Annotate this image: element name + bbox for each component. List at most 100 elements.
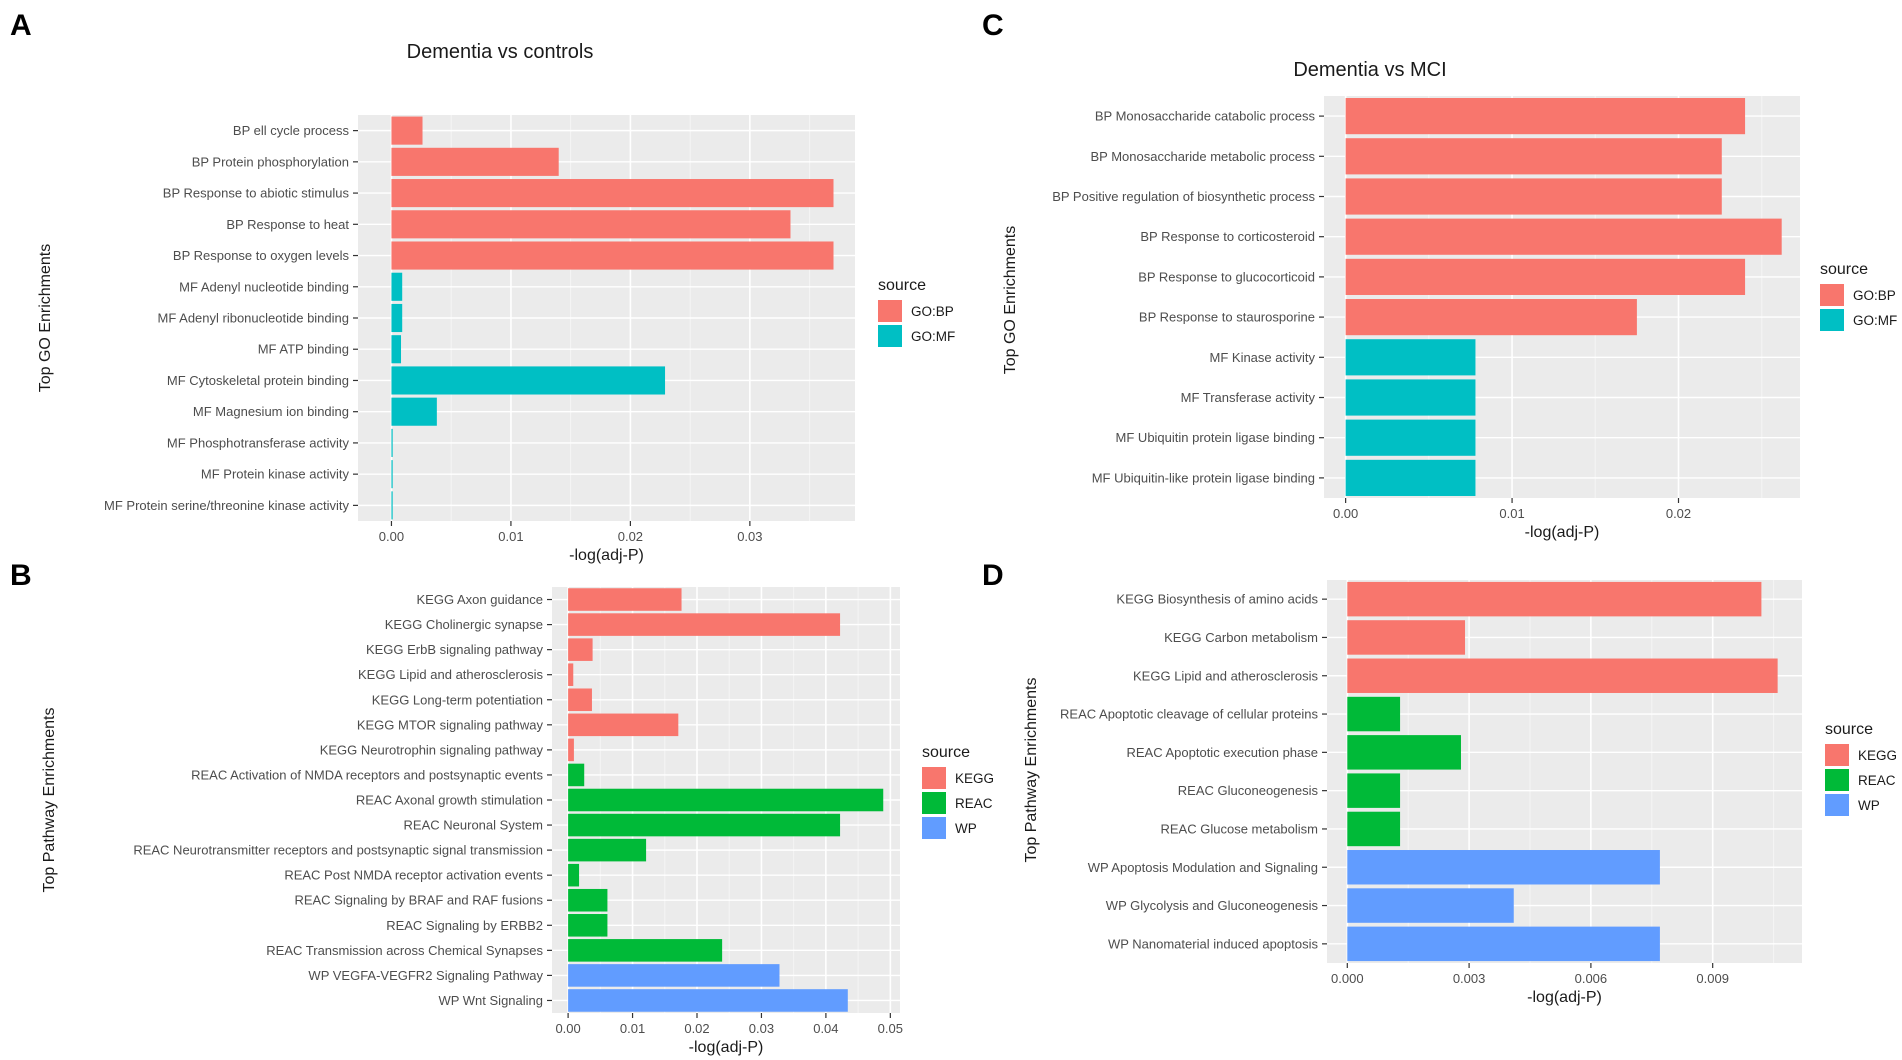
- x-tick-label: 0.00: [1333, 506, 1358, 521]
- legend-label: KEGG: [1858, 748, 1897, 763]
- y-tick-label: BP Response to staurosporine: [1139, 310, 1315, 325]
- chart-panel-d: D KEGG Biosynthesis of amino acids KEGG Ca…: [982, 559, 1897, 1006]
- legend: source GO:BP GO:MF: [878, 277, 955, 347]
- y-tick-label: MF ATP binding: [258, 342, 349, 357]
- bar: [568, 613, 841, 636]
- bar: [1347, 926, 1660, 962]
- bar: [391, 303, 403, 333]
- x-axis: 0.000 0.003 0.006 0.009: [1331, 963, 1729, 986]
- bars: [391, 116, 834, 520]
- y-tick-label: MF Phosphotransferase activity: [167, 435, 350, 450]
- y-tick-label: BP Response to oxygen levels: [173, 248, 350, 263]
- x-tick-label: 0.01: [498, 529, 523, 544]
- legend-title: source: [1825, 721, 1873, 738]
- bar: [1345, 258, 1746, 295]
- y-axis: KEGG Biosynthesis of amino acids KEGG Car…: [1060, 592, 1327, 951]
- bar: [568, 763, 585, 787]
- y-axis: BP Monosaccharide catabolic process BP Mo…: [1052, 109, 1324, 485]
- y-axis-title: Top Pathway Enrichments: [1023, 678, 1040, 863]
- y-axis: BP ell cycle process BP Protein phosphory…: [104, 123, 358, 513]
- x-tick-label: 0.00: [379, 529, 404, 544]
- bar: [568, 813, 841, 837]
- bar: [1347, 850, 1660, 885]
- chart-panel-a: A Dementia vs controls BP ell cycle proces…: [10, 9, 955, 564]
- y-tick-label: MF Transferase activity: [1181, 390, 1316, 405]
- bar: [568, 788, 884, 812]
- y-tick-label: REAC Signaling by BRAF and RAF fusions: [294, 893, 543, 908]
- bar: [391, 116, 423, 145]
- panel-letter: A: [10, 9, 32, 42]
- legend-label: GO:MF: [1853, 313, 1897, 328]
- bar: [568, 588, 682, 611]
- x-tick-label: 0.02: [684, 1021, 709, 1036]
- bar: [1345, 138, 1722, 175]
- y-tick-label: BP Response to heat: [226, 217, 349, 232]
- y-tick-label: MF Kinase activity: [1210, 350, 1316, 365]
- y-tick-label: REAC Gluconeogenesis: [1178, 783, 1319, 798]
- y-tick-label: REAC Apoptotic cleavage of cellular prot…: [1060, 707, 1318, 722]
- chart-panel-b: B KEGG Axon guidance KEGG Cholinergic syna…: [10, 559, 994, 1056]
- bar: [391, 397, 437, 426]
- bar: [1345, 218, 1782, 255]
- bar: [1345, 339, 1476, 376]
- bar: [391, 428, 393, 457]
- bar: [568, 863, 580, 887]
- x-tick-label: 0.02: [618, 529, 643, 544]
- y-tick-label: REAC Glucose metabolism: [1161, 821, 1319, 836]
- bar: [568, 914, 608, 937]
- x-tick-label: 0.01: [1499, 506, 1524, 521]
- bar: [568, 638, 593, 661]
- y-tick-label: WP Apoptosis Modulation and Signaling: [1088, 860, 1318, 875]
- x-tick-label: 0.003: [1453, 971, 1486, 986]
- y-tick-label: REAC Neuronal System: [404, 818, 543, 833]
- bar: [568, 738, 574, 762]
- y-tick-label: REAC Neurotransmitter receptors and post…: [133, 843, 543, 858]
- legend-swatch: [878, 325, 902, 347]
- y-tick-label: MF Ubiquitin protein ligase binding: [1116, 430, 1315, 445]
- x-axis: 0.00 0.01 0.02 0.03: [379, 521, 763, 544]
- x-tick-label: 0.02: [1666, 506, 1691, 521]
- bar: [1347, 888, 1514, 923]
- x-tick-label: 0.009: [1696, 971, 1729, 986]
- y-tick-label: KEGG Axon guidance: [417, 592, 543, 607]
- legend-label: WP: [1858, 798, 1880, 813]
- y-tick-label: BP ell cycle process: [233, 123, 350, 138]
- bar: [391, 241, 834, 270]
- bar: [391, 272, 403, 301]
- bar: [1345, 419, 1476, 456]
- legend: source GO:BP GO:MF: [1820, 261, 1897, 331]
- legend-swatch: [922, 817, 946, 839]
- legend-label: REAC: [1858, 773, 1896, 788]
- x-axis-title: -log(adj-P): [689, 1039, 764, 1056]
- panel-letter: B: [10, 559, 32, 592]
- bars: [1345, 98, 1782, 496]
- y-tick-label: KEGG Cholinergic synapse: [385, 617, 543, 632]
- panel-letter: D: [982, 559, 1004, 592]
- bar: [391, 147, 559, 176]
- legend-swatch: [1825, 769, 1849, 791]
- y-axis-title: Top GO Enrichments: [1002, 226, 1019, 375]
- y-tick-label: KEGG Biosynthesis of amino acids: [1116, 592, 1318, 607]
- y-tick-label: KEGG Lipid and atherosclerosis: [358, 667, 543, 682]
- bar: [568, 838, 647, 862]
- x-axis: 0.00 0.01 0.02: [1333, 498, 1691, 521]
- bar: [568, 688, 592, 712]
- x-tick-label: 0.03: [749, 1021, 774, 1036]
- y-tick-label: REAC Post NMDA receptor activation event…: [284, 868, 543, 883]
- y-tick-label: REAC Apoptotic execution phase: [1126, 745, 1318, 760]
- y-tick-label: REAC Transmission across Chemical Synaps…: [266, 943, 543, 958]
- legend-label: WP: [955, 821, 977, 836]
- y-tick-label: MF Protein serine/threonine kinase activ…: [104, 498, 349, 513]
- bar: [1347, 658, 1778, 693]
- legend-label: GO:MF: [911, 329, 955, 344]
- y-axis: KEGG Axon guidance KEGG Cholinergic synap…: [133, 592, 552, 1008]
- bar: [391, 460, 393, 489]
- legend-swatch: [922, 767, 946, 789]
- bar: [1347, 696, 1401, 732]
- y-tick-label: BP Response to abiotic stimulus: [163, 186, 350, 201]
- bar: [568, 989, 848, 1012]
- legend-label: GO:BP: [911, 304, 954, 319]
- y-tick-label: WP Glycolysis and Gluconeogenesis: [1106, 898, 1319, 913]
- x-axis-title: -log(adj-P): [1527, 989, 1602, 1006]
